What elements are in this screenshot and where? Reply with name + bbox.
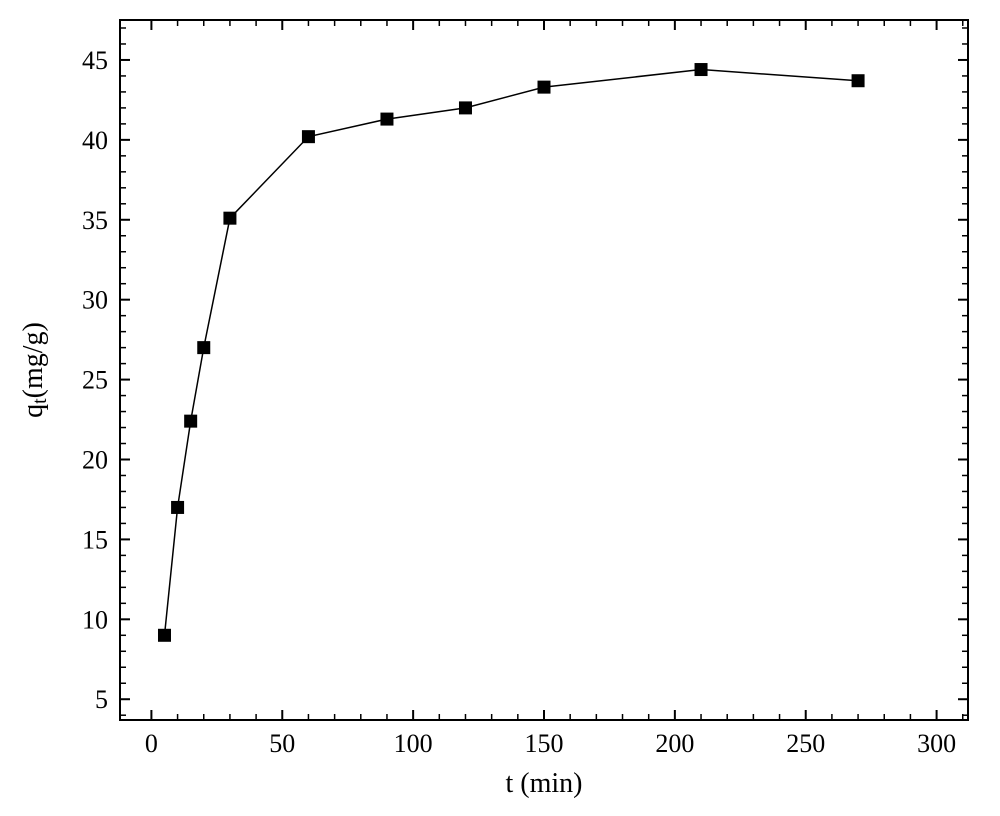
data-point (158, 629, 170, 641)
y-tick-label: 25 (82, 366, 108, 395)
y-tick-label: 35 (82, 206, 108, 235)
data-point (224, 212, 236, 224)
y-tick-label: 30 (82, 286, 108, 315)
y-tick-label: 20 (82, 445, 108, 474)
svg-text:qt(mg/g): qt(mg/g) (18, 322, 51, 418)
y-tick-label: 15 (82, 525, 108, 554)
x-tick-label: 250 (786, 729, 825, 758)
x-tick-label: 50 (269, 729, 295, 758)
data-point (538, 81, 550, 93)
data-point (852, 75, 864, 87)
y-axis-label: qt(mg/g) (18, 322, 51, 418)
adsorption-kinetics-chart: 0 50 100 150 200 250 300 5 10 15 20 25 30 35 40 45 t (mi… (0, 0, 1000, 816)
data-point (381, 113, 393, 125)
chart-svg: 0 50 100 150 200 250 300 5 10 15 20 25 30 35 40 45 t (mi… (0, 0, 1000, 816)
y-tick-label: 10 (82, 605, 108, 634)
plot-frame (120, 20, 968, 720)
data-point (459, 102, 471, 114)
data-point (185, 415, 197, 427)
series-line-qt_vs_t (164, 70, 858, 636)
data-point (198, 342, 210, 354)
x-axis-label: t (min) (506, 768, 583, 799)
x-tick-label: 100 (394, 729, 433, 758)
x-tick-label: 200 (655, 729, 694, 758)
x-tick-label: 150 (525, 729, 564, 758)
x-tick-label: 300 (917, 729, 956, 758)
y-tick-label: 45 (82, 46, 108, 75)
x-tick-label: 0 (145, 729, 158, 758)
y-tick-label: 40 (82, 126, 108, 155)
data-point (172, 501, 184, 513)
data-point (695, 64, 707, 76)
data-point (302, 131, 314, 143)
y-tick-label: 5 (95, 685, 108, 714)
